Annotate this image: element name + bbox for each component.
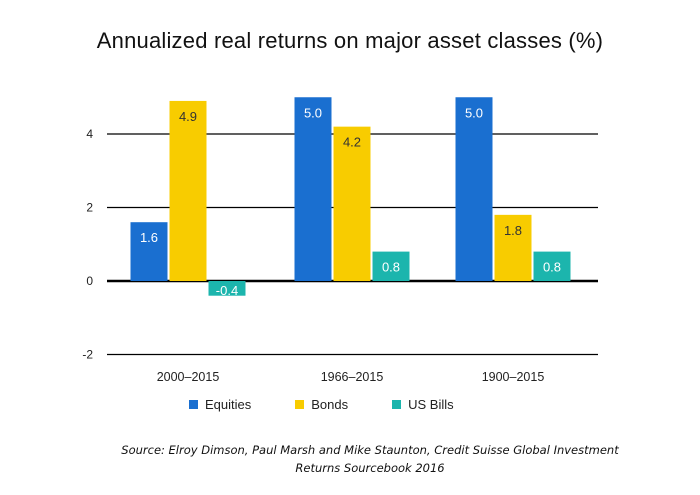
y-tick-label: 4 (86, 127, 93, 141)
x-tick-label: 1900–2015 (482, 370, 545, 384)
source-note: Source: Elroy Dimson, Paul Marsh and Mik… (121, 443, 619, 475)
legend-swatch (189, 400, 198, 409)
legend-swatch (295, 400, 305, 409)
bar-equities (455, 97, 493, 281)
legend-item: Bonds (295, 397, 348, 412)
y-tick-label: 2 (86, 201, 93, 215)
bar-us-bills (372, 251, 410, 281)
legend-item: Equities (189, 397, 251, 412)
data-label: 1.8 (504, 223, 522, 238)
bar-equities (294, 97, 332, 281)
y-tick-label: -2 (82, 348, 93, 362)
data-label: 0.8 (382, 260, 400, 275)
data-label: 0.8 (543, 260, 561, 275)
y-tick-label: 0 (86, 274, 93, 288)
legend-label: US Bills (408, 397, 454, 412)
bar-bonds (169, 100, 207, 281)
bar-bonds (333, 126, 371, 282)
bar-bonds (494, 214, 532, 281)
data-label: 4.2 (343, 135, 361, 150)
x-tick-label: 2000–2015 (157, 370, 220, 384)
data-label: 1.6 (140, 230, 158, 245)
data-label: 5.0 (465, 105, 483, 120)
legend-label: Bonds (311, 397, 349, 412)
chart-title: Annualized real returns on major asset c… (96, 28, 604, 53)
legend-label: Equities (205, 397, 252, 412)
bar-us-bills (208, 281, 246, 296)
bar-us-bills (533, 251, 571, 281)
legend-item: US Bills (392, 397, 454, 412)
data-label: 4.9 (179, 109, 197, 124)
data-label: -0.4 (216, 283, 238, 298)
x-tick-label: 1966–2015 (321, 370, 384, 384)
legend: Equities Bonds US Bills (189, 397, 498, 412)
bar-equities (130, 222, 168, 281)
legend-swatch (392, 400, 402, 409)
data-label: 5.0 (304, 105, 322, 120)
